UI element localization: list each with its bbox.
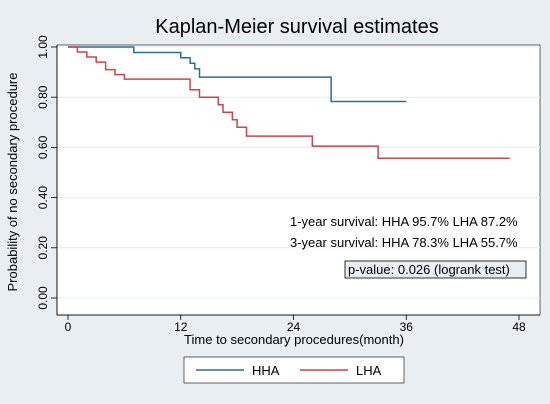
x-tick-label: 48 — [512, 320, 526, 334]
p-value-box — [344, 260, 527, 279]
annotation-one-year: 1-year survival: HHA 95.7% LHA 87.2% — [290, 214, 518, 229]
y-tick-label: 0.80 — [36, 85, 50, 109]
annotation-three-year: 3-year survival: HHA 78.3% LHA 55.7% — [290, 235, 518, 250]
y-tick-label: 0.20 — [36, 236, 50, 260]
p-value-annotation: p-value: 0.026 (logrank test) — [348, 262, 510, 277]
y-tick-label: 0.60 — [36, 135, 50, 159]
grid-lines — [57, 46, 540, 299]
x-tick-label: 12 — [174, 320, 188, 334]
x-tick-label: 36 — [400, 320, 414, 334]
legend: HHA LHA — [183, 356, 405, 384]
y-tick-label: 0.40 — [36, 186, 50, 210]
y-tick-label: 0.00 — [36, 286, 50, 310]
legend-label-hha: HHA — [252, 363, 280, 378]
legend-label-lha: LHA — [356, 363, 382, 378]
x-axis-label: Time to secondary procedures(month) — [184, 332, 404, 347]
series-line-lha — [68, 46, 510, 159]
series-line-hha — [68, 46, 407, 103]
axes: 0.00 0.20 0.40 0.60 0.80 1.00 0 12 24 36 48 — [36, 35, 540, 334]
series-layer — [68, 46, 510, 159]
chart-title: Kaplan-Meier survival estimates — [155, 16, 438, 38]
x-tick-label: 0 — [65, 320, 72, 334]
y-axis-label: Probability of no secondary procedure — [5, 73, 20, 292]
x-tick-label: 24 — [287, 320, 301, 334]
y-tick-label: 1.00 — [36, 35, 50, 59]
